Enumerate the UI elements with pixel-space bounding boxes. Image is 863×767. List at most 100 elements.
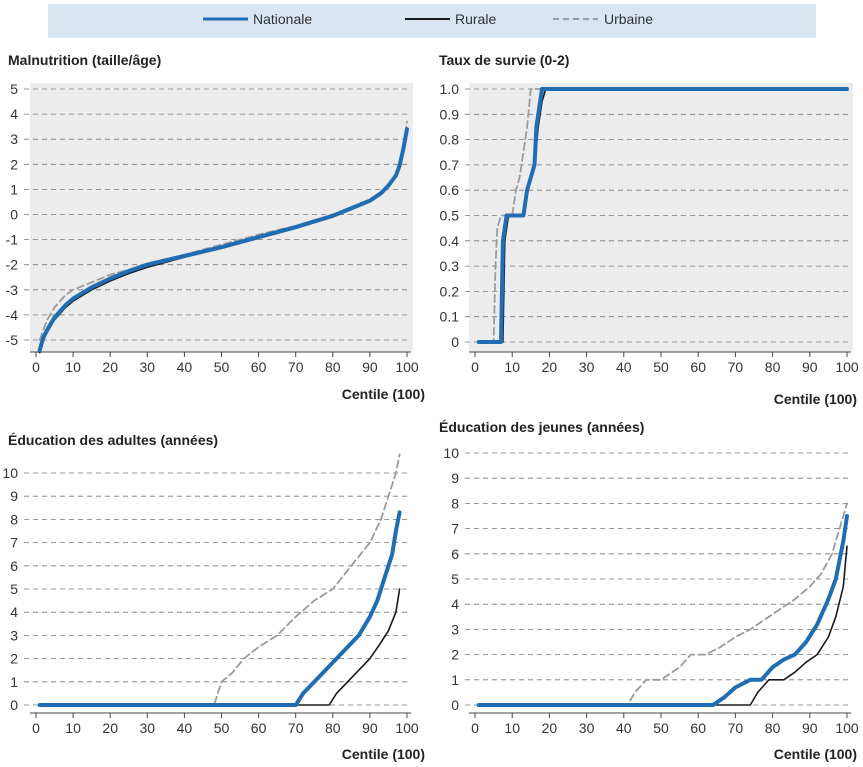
x-tick-label: 100 [395,359,419,375]
chart-title: Éducation des adultes (années) [8,432,219,448]
chart-title: Malnutrition (taille/âge) [8,52,162,68]
x-tick-label: 10 [65,720,81,736]
series-line-urbaine [477,502,848,706]
x-tick-label: 80 [325,359,341,375]
y-tick-label: 0.7 [440,157,460,173]
y-tick-label: 10 [2,465,18,481]
x-tick-label: 50 [214,359,230,375]
y-tick-label: 10 [443,445,459,461]
y-tick-label: 0.5 [440,208,460,224]
x-tick-label: 10 [504,720,520,736]
y-tick-label: 0.9 [440,106,460,122]
y-tick-label: 1 [10,674,18,690]
y-tick-label: 0.3 [440,258,460,274]
x-tick-label: 30 [140,720,156,736]
y-tick-label: 6 [451,546,459,562]
x-tick-label: 40 [177,359,193,375]
y-tick-label: 0.2 [440,283,460,299]
y-tick-label: 8 [451,495,459,511]
x-tick-label: 100 [395,720,419,736]
plot-area [30,83,413,352]
legend: Nationale Rurale Urbaine [48,4,816,38]
y-tick-label: 0.4 [440,233,460,249]
legend-label-rurale: Rurale [455,11,496,27]
y-tick-label: 4 [10,106,18,122]
y-tick-label: 4 [10,604,18,620]
x-tick-label: 60 [690,720,706,736]
x-tick-label: 60 [690,359,706,375]
y-tick-label: 8 [10,511,18,527]
x-tick-label: 70 [728,359,744,375]
y-tick-label: 7 [451,521,459,537]
y-tick-label: -1 [6,232,19,248]
x-tick-label: 40 [616,359,632,375]
y-tick-label: 9 [451,470,459,486]
series-line-rurale [38,588,401,706]
y-tick-label: 3 [10,131,18,147]
y-tick-label: 3 [451,621,459,637]
y-tick-label: 2 [10,651,18,667]
x-tick-label: 80 [325,720,341,736]
x-axis-label: Centile (100) [773,746,857,762]
x-tick-label: 50 [653,359,669,375]
legend-lines: Nationale Rurale Urbaine [203,11,653,27]
y-tick-label: 0 [451,697,459,713]
x-tick-label: 70 [728,720,744,736]
x-tick-label: 0 [471,720,479,736]
y-tick-label: 0 [451,334,459,350]
x-tick-label: 80 [765,720,781,736]
y-tick-label: 1.0 [440,81,460,97]
x-tick-label: 20 [542,720,558,736]
x-tick-label: 50 [653,720,669,736]
x-tick-label: 80 [765,359,781,375]
series-line-nationale [37,510,402,707]
y-tick-label: 0.8 [440,132,460,148]
chart-title: Éducation des jeunes (années) [439,419,645,435]
y-tick-label: -5 [6,332,19,348]
x-tick-label: 100 [835,720,859,736]
x-axis-label: Centile (100) [341,746,425,762]
legend-label-urbaine: Urbaine [604,11,653,27]
x-tick-label: 10 [65,359,81,375]
x-tick-label: 90 [362,720,378,736]
y-tick-label: 0.1 [440,309,460,325]
x-tick-label: 0 [32,720,40,736]
y-tick-label: 2 [451,647,459,663]
y-tick-label: 2 [10,156,18,172]
x-tick-label: 50 [214,720,230,736]
y-tick-label: 0 [10,697,18,713]
x-tick-label: 30 [579,359,595,375]
x-tick-label: 0 [471,359,479,375]
y-tick-label: 5 [10,581,18,597]
x-tick-label: 20 [102,359,118,375]
y-tick-label: 7 [10,535,18,551]
y-tick-label: 0.6 [440,182,460,198]
x-tick-label: 20 [102,720,118,736]
x-tick-label: 70 [288,720,304,736]
x-tick-label: 40 [616,720,632,736]
y-tick-label: 9 [10,488,18,504]
y-tick-label: -2 [6,257,19,273]
y-tick-label: 4 [451,596,459,612]
series-line-rurale [477,545,848,706]
x-tick-label: 60 [251,359,267,375]
y-tick-label: -3 [6,282,19,298]
y-tick-label: 6 [10,558,18,574]
x-tick-label: 90 [362,359,378,375]
x-tick-label: 10 [504,359,520,375]
y-tick-label: 1 [10,181,18,197]
series-line-nationale [476,87,849,344]
x-tick-label: 100 [835,359,859,375]
x-tick-label: 90 [802,720,818,736]
y-tick-label: 1 [451,672,459,688]
y-tick-label: 0 [10,207,18,223]
x-tick-label: 40 [177,720,193,736]
series-line-urbaine [38,453,401,706]
x-tick-label: 60 [251,720,267,736]
x-axis-label: Centile (100) [341,386,425,402]
y-tick-label: 5 [10,81,18,97]
chart-panel-2: 1.0 0.9 0.8 0.7 0.6 0.5 0.4 0.3 0.2 0.1 00 10 20 30 40… [440,81,859,375]
